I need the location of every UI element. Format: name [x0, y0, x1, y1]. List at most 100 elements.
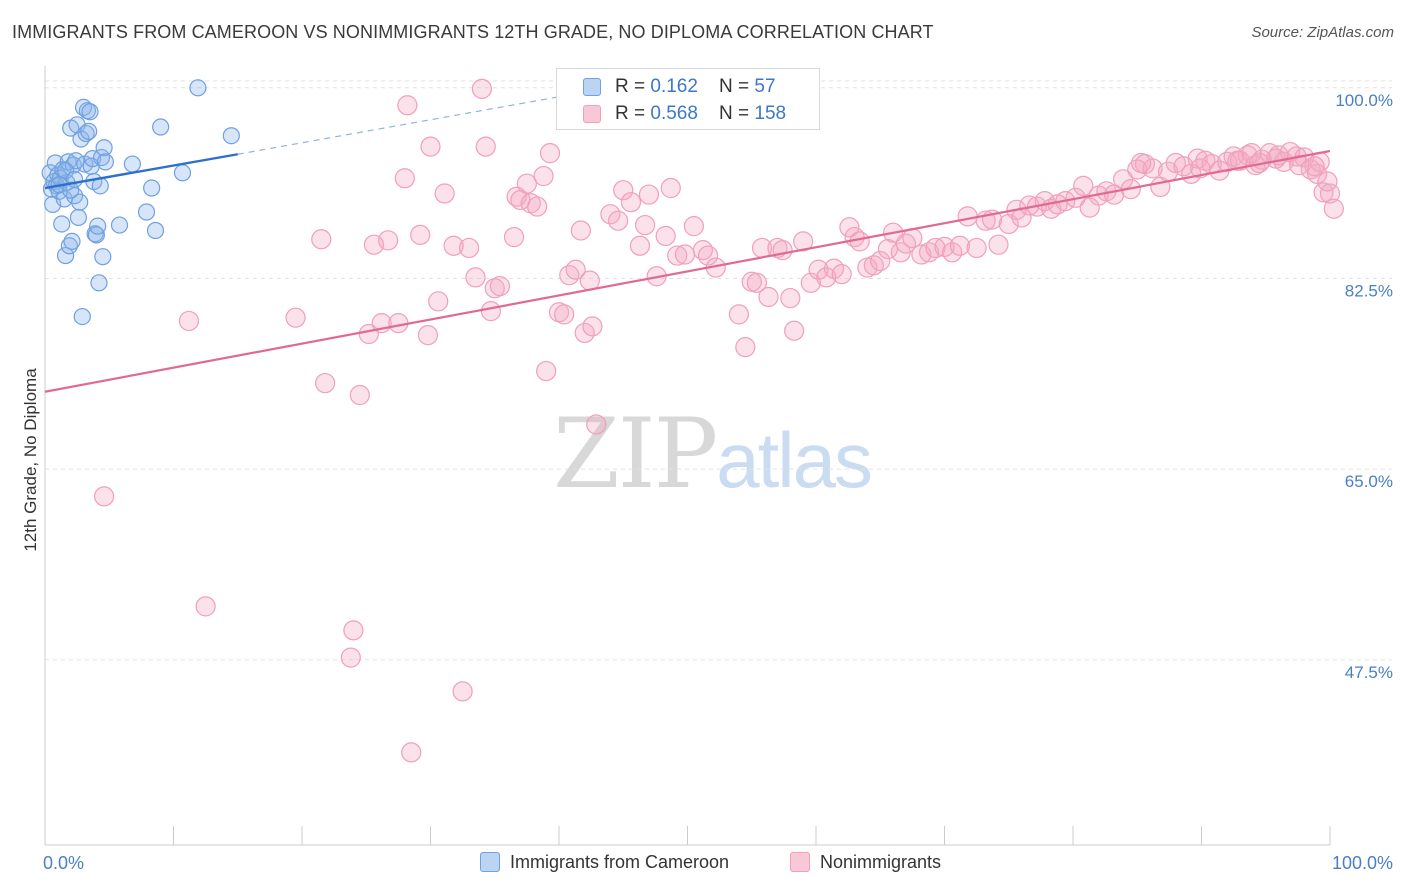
- point-nonimmigrant: [178, 310, 200, 332]
- points-nonimmigrants: [94, 78, 1344, 763]
- point-nonimmigrant: [428, 291, 449, 312]
- legend-r-label: R =: [615, 76, 651, 97]
- axes: [44, 66, 1331, 846]
- point-nonimmigrant: [1304, 156, 1325, 177]
- point-nonimmigrant: [674, 244, 696, 265]
- point-nonimmigrant: [554, 304, 575, 325]
- point-nonimmigrant: [772, 240, 793, 261]
- y-tick-label: 47.5%: [1345, 663, 1393, 682]
- point-nonimmigrant: [966, 237, 987, 259]
- bottom-legend-cameroon: Immigrants from Cameroon: [480, 852, 729, 873]
- point-nonimmigrant: [527, 196, 548, 217]
- point-nonimmigrant: [697, 245, 719, 266]
- point-nonimmigrant: [349, 384, 370, 406]
- point-nonimmigrant: [816, 267, 837, 288]
- point-nonimmigrant: [839, 217, 860, 238]
- point-nonimmigrant: [285, 307, 306, 328]
- point-cameroon: [110, 216, 129, 234]
- point-nonimmigrant: [758, 286, 779, 308]
- legend-r-value: 0.162: [650, 76, 698, 97]
- point-nonimmigrant: [1241, 143, 1262, 164]
- bottom-legend-label-nonimmigrants: Nonimmigrants: [820, 852, 942, 872]
- point-nonimmigrant: [586, 414, 607, 435]
- point-nonimmigrant: [410, 224, 431, 245]
- point-nonimmigrant: [957, 206, 978, 227]
- point-nonimmigrant: [638, 184, 660, 205]
- point-nonimmigrant: [1319, 183, 1341, 204]
- trend-cameroon-extension: [237, 91, 585, 155]
- point-nonimmigrant: [655, 225, 676, 247]
- points-cameroon: [41, 79, 240, 326]
- point-nonimmigrant: [195, 596, 216, 617]
- bottom-legend-swatch-cameroon: [480, 852, 500, 872]
- point-cameroon: [123, 155, 141, 173]
- point-cameroon: [173, 164, 192, 182]
- point-nonimmigrant: [1313, 182, 1334, 203]
- point-nonimmigrant: [434, 183, 455, 204]
- bottom-legend-label-cameroon: Immigrants from Cameroon: [510, 852, 730, 872]
- point-nonimmigrant: [667, 245, 688, 266]
- point-nonimmigrant: [1073, 175, 1094, 196]
- point-nonimmigrant: [831, 263, 852, 285]
- point-nonimmigrant: [315, 372, 336, 394]
- point-nonimmigrant: [793, 231, 814, 252]
- watermark-zip: ZIP: [553, 398, 718, 510]
- point-nonimmigrant: [634, 214, 656, 236]
- point-cameroon: [143, 179, 161, 197]
- legend-n-value: 57: [754, 76, 776, 97]
- point-nonimmigrant: [559, 265, 580, 286]
- point-nonimmigrant: [452, 681, 473, 702]
- point-nonimmigrant: [1323, 198, 1344, 219]
- zipatlas-watermark: ZIPatlas: [553, 398, 873, 510]
- point-nonimmigrant: [340, 647, 361, 668]
- point-cameroon: [69, 208, 88, 227]
- chart-title: IMMIGRANTS FROM CAMEROON VS NONIMMIGRANT…: [12, 22, 934, 42]
- point-cameroon: [96, 153, 114, 171]
- point-cameroon: [53, 215, 71, 233]
- legend-n-label: N =: [719, 103, 755, 124]
- legend-n-value: 158: [754, 103, 787, 124]
- point-cameroon: [89, 217, 107, 235]
- legend-r-label: R =: [615, 103, 651, 124]
- point-nonimmigrant: [582, 316, 603, 337]
- point-nonimmigrant: [394, 168, 415, 189]
- point-cameroon: [90, 274, 108, 292]
- legend-r-value: 0.568: [650, 103, 698, 124]
- point-cameroon: [87, 226, 106, 244]
- point-nonimmigrant: [465, 267, 486, 288]
- point-cameroon: [146, 221, 165, 240]
- point-nonimmigrant: [949, 235, 971, 256]
- point-nonimmigrant: [565, 259, 586, 280]
- point-nonimmigrant: [1142, 158, 1163, 179]
- point-nonimmigrant: [600, 204, 621, 225]
- point-cameroon: [56, 161, 75, 180]
- point-nonimmigrant: [574, 322, 595, 344]
- point-nonimmigrant: [475, 136, 496, 157]
- point-nonimmigrant: [401, 742, 422, 763]
- point-cameroon: [189, 79, 207, 97]
- point-cameroon: [81, 103, 99, 121]
- correlation-legend: R = 0.162 N = 57 R = 0.568 N = 158: [556, 68, 820, 130]
- point-nonimmigrant: [895, 233, 917, 254]
- legend-n-label: N =: [719, 76, 755, 97]
- y-tick-label: 100.0%: [1335, 91, 1393, 110]
- source-label: Source: ZipAtlas.com: [1251, 24, 1394, 41]
- bottom-legend-swatch-nonimmigrants: [790, 852, 810, 872]
- point-nonimmigrant: [503, 226, 525, 248]
- point-nonimmigrant: [870, 250, 891, 272]
- point-cameroon: [83, 150, 102, 168]
- legend-swatch-nonimmigrants: [583, 105, 601, 123]
- point-cameroon: [80, 122, 98, 140]
- x-tick-label: 100.0%: [1332, 853, 1393, 873]
- y-axis-title: 12th Grade, No Diploma: [21, 368, 40, 552]
- point-nonimmigrant: [480, 301, 501, 322]
- point-nonimmigrant: [608, 210, 629, 231]
- point-cameroon: [222, 127, 240, 145]
- point-cameroon: [62, 181, 80, 199]
- point-nonimmigrant: [746, 272, 767, 293]
- point-nonimmigrant: [458, 237, 480, 259]
- point-cameroon: [152, 118, 170, 136]
- point-nonimmigrant: [417, 325, 439, 346]
- point-cameroon: [77, 124, 95, 143]
